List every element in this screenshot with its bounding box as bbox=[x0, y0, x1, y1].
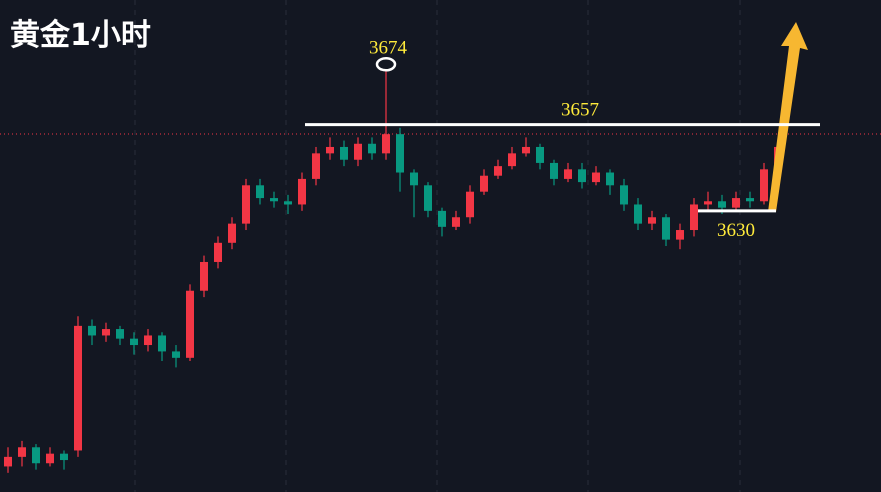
body bbox=[340, 146, 348, 160]
body bbox=[564, 169, 572, 179]
body bbox=[466, 191, 474, 218]
body bbox=[88, 325, 96, 336]
body bbox=[200, 261, 208, 291]
body bbox=[704, 201, 712, 205]
body bbox=[760, 169, 768, 202]
body bbox=[676, 230, 684, 240]
body bbox=[102, 329, 110, 336]
body bbox=[186, 290, 194, 358]
resistance-label: 3657 bbox=[561, 100, 599, 121]
body bbox=[18, 447, 26, 457]
body bbox=[158, 335, 166, 352]
body bbox=[438, 210, 446, 227]
arrow bbox=[768, 22, 808, 212]
body bbox=[662, 217, 670, 240]
body bbox=[410, 172, 418, 186]
body bbox=[382, 134, 390, 154]
body bbox=[522, 146, 530, 154]
candles bbox=[4, 70, 782, 473]
high-label: 3674 bbox=[369, 37, 408, 58]
support-label: 3630 bbox=[717, 220, 755, 241]
high-marker bbox=[375, 57, 397, 72]
body bbox=[46, 453, 54, 464]
body bbox=[228, 223, 236, 243]
body bbox=[172, 351, 180, 358]
body bbox=[634, 204, 642, 224]
body bbox=[74, 325, 82, 451]
body bbox=[396, 134, 404, 173]
chart-title: 黄金1小时 bbox=[10, 18, 151, 53]
body bbox=[326, 146, 334, 154]
body bbox=[550, 162, 558, 179]
body bbox=[648, 217, 656, 224]
body bbox=[732, 198, 740, 208]
annotations: 3657 3630 3674 bbox=[305, 37, 820, 241]
grid bbox=[134, 0, 741, 492]
body bbox=[368, 143, 376, 154]
body bbox=[718, 201, 726, 208]
body bbox=[746, 198, 754, 202]
body bbox=[298, 178, 306, 205]
body bbox=[508, 153, 516, 167]
body bbox=[480, 175, 488, 192]
body bbox=[130, 338, 138, 346]
body bbox=[452, 217, 460, 227]
body bbox=[60, 453, 68, 461]
body bbox=[256, 185, 264, 199]
body bbox=[242, 185, 250, 224]
body bbox=[690, 204, 698, 231]
body bbox=[424, 185, 432, 211]
body bbox=[270, 198, 278, 202]
body bbox=[606, 172, 614, 186]
body bbox=[494, 166, 502, 176]
body bbox=[354, 143, 362, 160]
body bbox=[620, 185, 628, 205]
body bbox=[116, 329, 124, 339]
body bbox=[144, 335, 152, 346]
body bbox=[578, 169, 586, 183]
body bbox=[214, 242, 222, 262]
body bbox=[536, 146, 544, 163]
body bbox=[4, 456, 12, 467]
body bbox=[284, 201, 292, 205]
body bbox=[312, 153, 320, 179]
body bbox=[592, 172, 600, 183]
body bbox=[32, 447, 40, 464]
